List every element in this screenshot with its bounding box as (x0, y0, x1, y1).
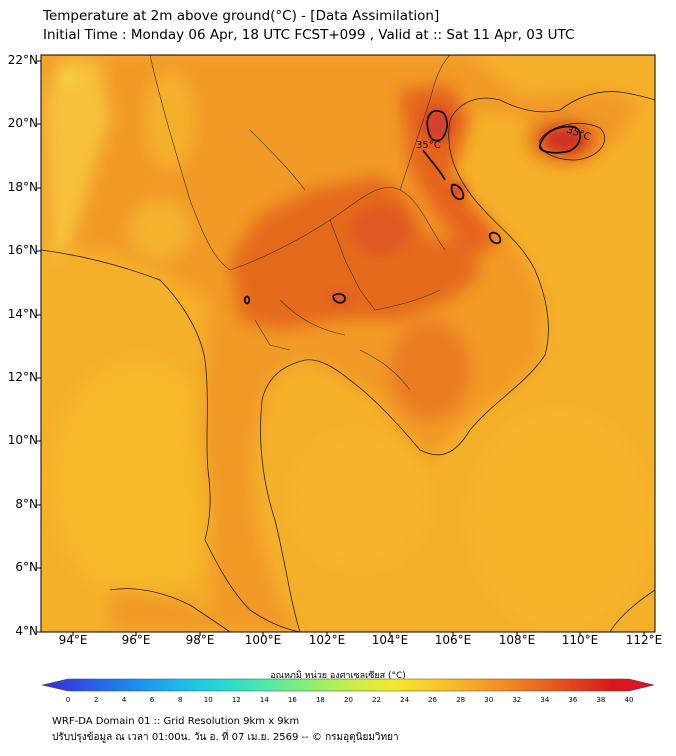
lon-label: 112°E (625, 633, 663, 647)
lat-label: 22°N (7, 53, 38, 67)
colorbar-tick-label: 20 (344, 696, 353, 704)
lat-label: 14°N (7, 307, 38, 321)
lat-label: 20°N (7, 116, 38, 130)
colorbar-tick-label: 26 (428, 696, 438, 704)
chart-title: Temperature at 2m above ground(°C) - [Da… (43, 8, 440, 24)
colorbar-tick-label: 16 (287, 696, 297, 704)
lat-label: 10°N (7, 433, 38, 447)
lon-label: 106°E (434, 633, 472, 647)
lat-label: 12°N (7, 370, 38, 384)
colorbar-tick-label: 6 (149, 696, 155, 704)
colorbar-title: อุณหภูมิ หน่วย องศาเซลเซียส (°C) (270, 671, 406, 681)
colorbar-tick-label: 36 (568, 696, 578, 704)
colorbar-tick-label: 30 (484, 696, 494, 704)
lat-label: 6°N (15, 560, 38, 574)
lat-label: 18°N (7, 180, 38, 194)
contour-35 (243, 110, 582, 305)
colorbar-tick-label: 12 (231, 696, 241, 704)
lat-label: 16°N (7, 243, 38, 257)
contour-label-1: 35°C (416, 140, 441, 151)
hottest-spots (330, 107, 583, 304)
coastlines (41, 91, 655, 632)
footer-update-info: ปรับปรุงข้อมูล ณ เวลา 01:00น. วัน อ. ที่… (52, 732, 399, 743)
lon-label: 102°E (308, 633, 346, 647)
lon-label: 96°E (121, 633, 151, 647)
lon-label: 110°E (561, 633, 599, 647)
colorbar-tick-label: 40 (624, 696, 634, 704)
lon-label: 108°E (498, 633, 536, 647)
map-frame (40, 54, 656, 633)
colorbar-tick-label: 24 (400, 696, 410, 704)
colorbar-tick-label: 2 (93, 696, 99, 704)
colorbar-tick-label: 14 (259, 696, 269, 704)
colorbar-tick-label: 28 (456, 696, 466, 704)
lon-label: 104°E (371, 633, 409, 647)
colorbar-tick-label: 0 (65, 696, 71, 704)
lat-label: 8°N (15, 497, 38, 511)
colorbar-tick-label: 22 (372, 696, 381, 704)
axis-ticks (37, 60, 645, 636)
lon-label: 94°E (58, 633, 88, 647)
colorbar-tick-label: 10 (203, 696, 213, 704)
lat-label: 4°N (15, 624, 38, 638)
lon-label: 98°E (185, 633, 215, 647)
colorbar-tick-label: 8 (177, 696, 183, 704)
lon-label: 100°E (244, 633, 282, 647)
colorbar-tick-label: 4 (121, 696, 127, 704)
temperature-map: 35°C 35°C (37, 54, 656, 636)
colorbar-tick-label: 34 (540, 696, 550, 704)
colorbar-tick-label: 18 (315, 696, 325, 704)
sea-field (50, 360, 650, 630)
cool-field (45, 60, 195, 260)
admin-borders (149, 55, 451, 391)
footer-model-info: WRF-DA Domain 01 :: Grid Resolution 9km … (52, 716, 300, 727)
colorbar-tick-label: 32 (512, 696, 522, 704)
chart-subtitle: Initial Time : Monday 06 Apr, 18 UTC FCS… (43, 27, 575, 43)
colorbar-tick-label: 38 (596, 696, 606, 704)
